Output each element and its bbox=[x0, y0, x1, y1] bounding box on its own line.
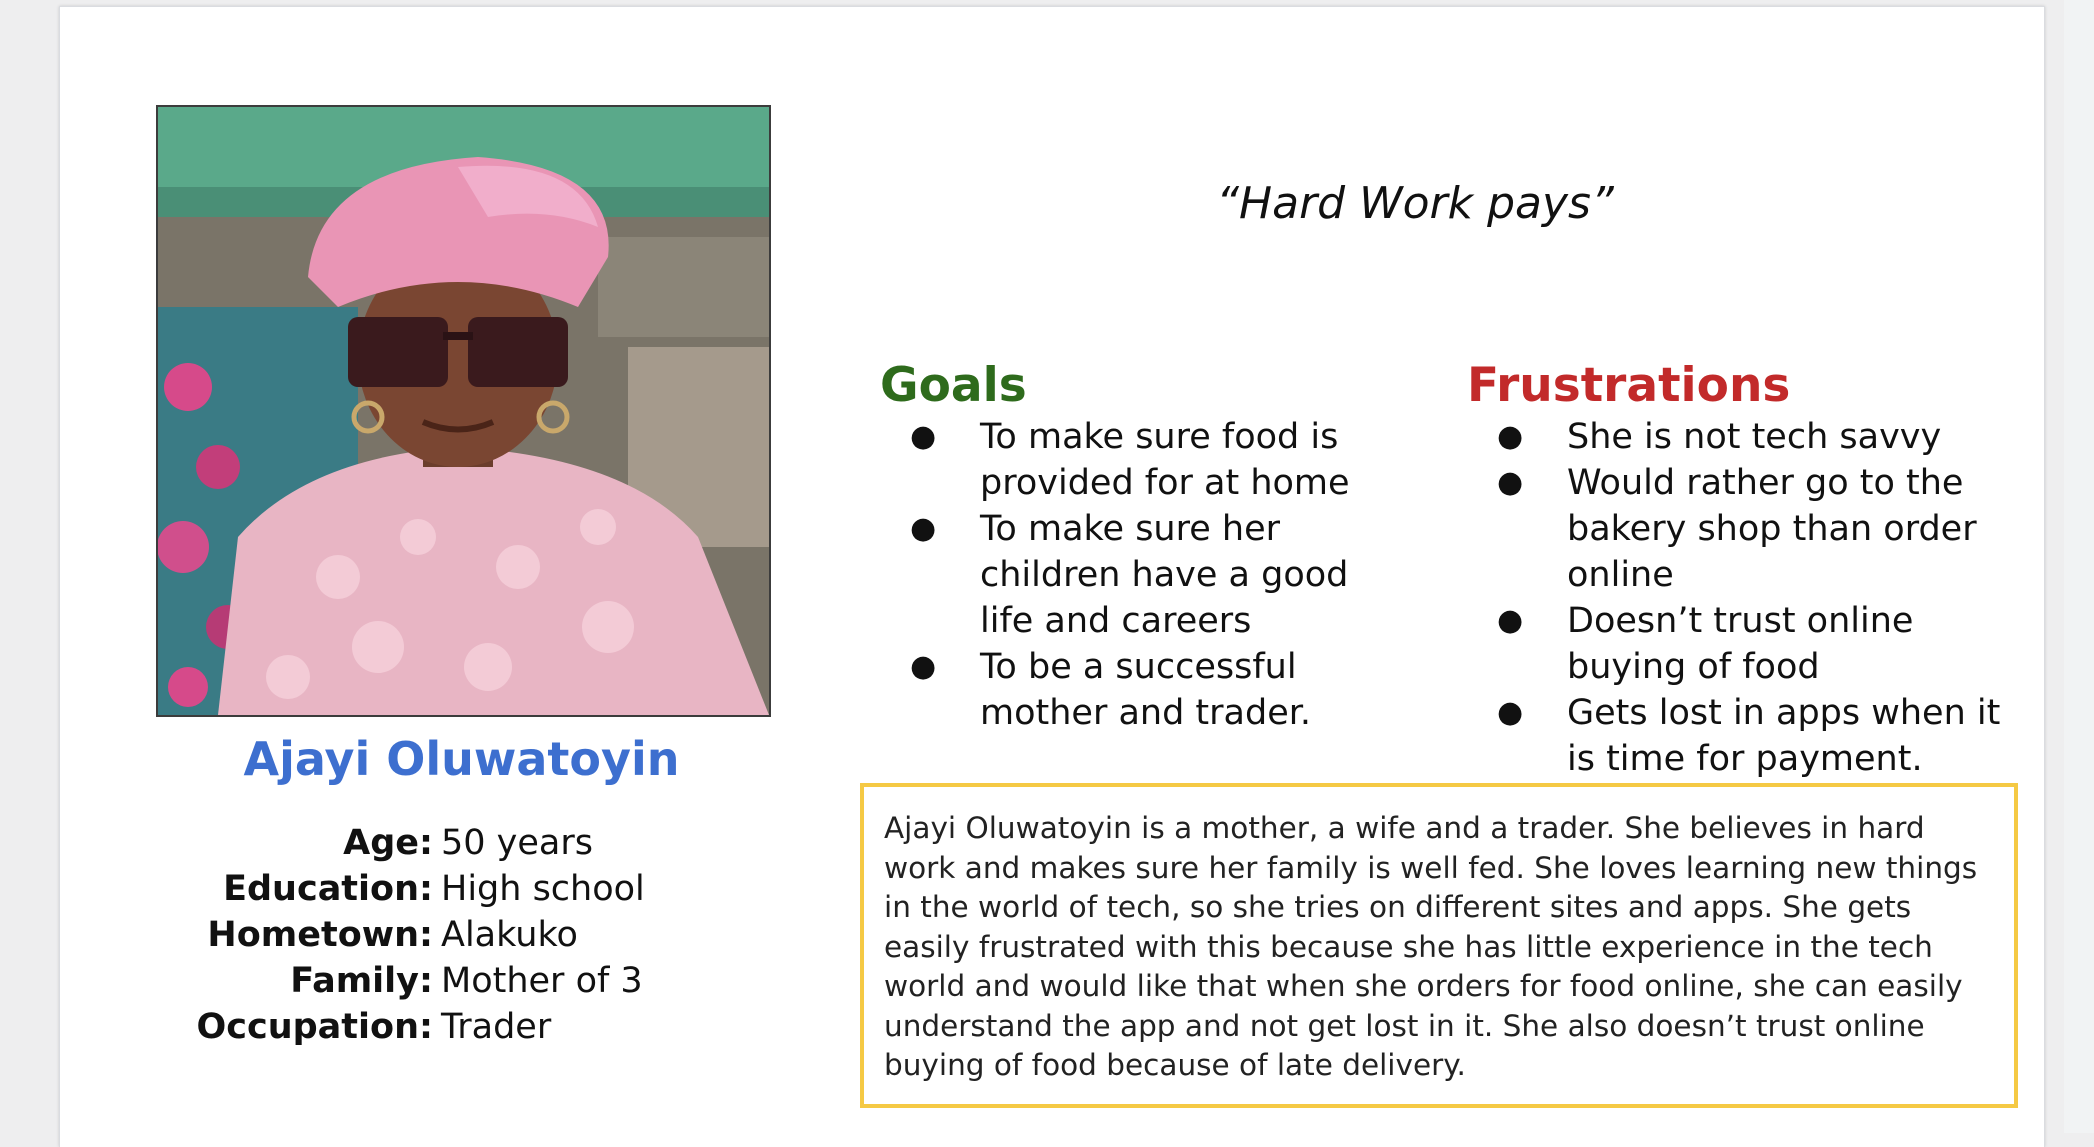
frustrations-list: ● She is not tech savvy ● Would rather go … bbox=[1467, 414, 2027, 782]
detail-label: Education: bbox=[223, 869, 433, 909]
frustration-text: Gets lost in apps when it is time for pa… bbox=[1567, 693, 2001, 779]
detail-value: High school bbox=[441, 869, 645, 909]
persona-name: Ajayi Oluwatoyin bbox=[243, 732, 680, 786]
bullet-icon: ● bbox=[910, 419, 937, 454]
persona-photo bbox=[156, 105, 771, 717]
canvas-edge bbox=[2064, 0, 2094, 1133]
detail-label: Family: bbox=[290, 961, 433, 1001]
detail-label: Hometown: bbox=[207, 915, 433, 955]
frustrations-section: Frustrations ● She is not tech savvy ● Wou… bbox=[1467, 358, 2027, 782]
persona-photo-image bbox=[158, 107, 769, 715]
persona-details: Age: 50 years Education: High school Hom… bbox=[156, 820, 676, 1050]
detail-occupation: Occupation: Trader bbox=[156, 1004, 676, 1050]
bullet-icon: ● bbox=[910, 649, 937, 684]
bullet-icon: ● bbox=[1497, 419, 1524, 454]
detail-label: Occupation: bbox=[196, 1007, 433, 1047]
bullet-icon: ● bbox=[1497, 603, 1524, 638]
frustrations-heading: Frustrations bbox=[1467, 358, 1791, 413]
frustration-text: She is not tech savvy bbox=[1567, 417, 1942, 457]
frustration-item: ● Would rather go to the bakery shop than… bbox=[1467, 460, 2027, 598]
detail-label: Age: bbox=[343, 823, 433, 863]
goals-section: Goals ● To make sure food is provided for… bbox=[880, 358, 1390, 736]
frustration-item: ● Gets lost in apps when it is time for p… bbox=[1467, 690, 2027, 782]
goal-text: To make sure her children have a good li… bbox=[980, 509, 1349, 641]
bullet-icon: ● bbox=[1497, 465, 1524, 500]
persona-bio: Ajayi Oluwatoyin is a mother, a wife and… bbox=[860, 783, 2018, 1108]
detail-value: 50 years bbox=[441, 823, 593, 863]
goal-item: ● To make sure food is provided for at ho… bbox=[880, 414, 1390, 506]
detail-value: Alakuko bbox=[441, 915, 578, 955]
detail-education: Education: High school bbox=[156, 866, 676, 912]
detail-family: Family: Mother of 3 bbox=[156, 958, 676, 1004]
goal-text: To make sure food is provided for at hom… bbox=[980, 417, 1350, 503]
frustration-text: Would rather go to the bakery shop than … bbox=[1567, 463, 1977, 595]
goal-text: To be a successful mother and trader. bbox=[980, 647, 1312, 733]
detail-age: Age: 50 years bbox=[156, 820, 676, 866]
goals-list: ● To make sure food is provided for at ho… bbox=[880, 414, 1390, 736]
frustration-text: Doesn’t trust online buying of food bbox=[1567, 601, 1914, 687]
bullet-icon: ● bbox=[1497, 695, 1524, 730]
frustration-item: ● Doesn’t trust online buying of food bbox=[1467, 598, 2027, 690]
detail-value: Mother of 3 bbox=[441, 961, 643, 1001]
persona-quote: “Hard Work pays” bbox=[1216, 178, 1614, 229]
detail-hometown: Hometown: Alakuko bbox=[156, 912, 676, 958]
frustration-item: ● She is not tech savvy bbox=[1467, 414, 2027, 460]
bullet-icon: ● bbox=[910, 511, 937, 546]
detail-value: Trader bbox=[441, 1007, 552, 1047]
goal-item: ● To make sure her children have a good l… bbox=[880, 506, 1390, 644]
goal-item: ● To be a successful mother and trader. bbox=[880, 644, 1390, 736]
goals-heading: Goals bbox=[880, 358, 1027, 413]
